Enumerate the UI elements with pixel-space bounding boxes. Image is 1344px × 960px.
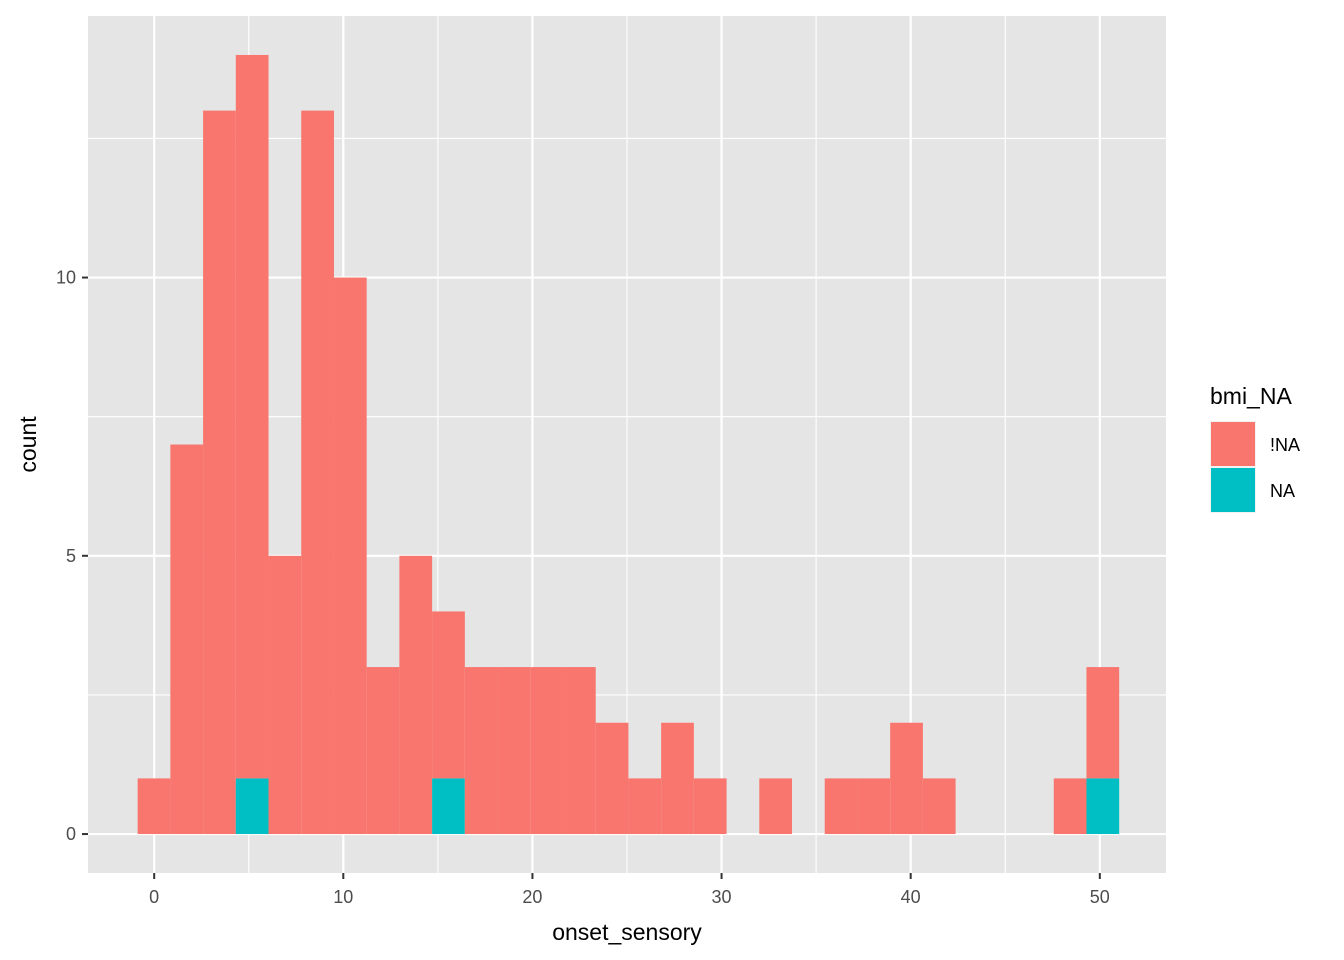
x-tick-label: 40: [901, 887, 921, 907]
bar-not-na: [399, 555, 433, 835]
bar-not-na: [268, 555, 302, 835]
legend: bmi_NA !NA NA: [1210, 383, 1300, 513]
bar-not-na: [595, 722, 629, 835]
bar-not-na: [857, 778, 891, 835]
x-tick-label: 0: [149, 887, 159, 907]
y-axis: 0 5 10: [56, 268, 88, 844]
x-axis-title: onset_sensory: [552, 919, 702, 945]
bar-not-na: [562, 667, 596, 835]
x-tick-label: 20: [522, 887, 542, 907]
legend-label: NA: [1270, 481, 1295, 501]
bar-na: [235, 778, 269, 835]
bar-not-na: [922, 778, 956, 835]
bar-not-na: [693, 778, 727, 835]
bar-not-na: [432, 611, 465, 779]
bar-not-na: [628, 778, 662, 835]
y-tick-label: 5: [66, 546, 76, 566]
bar-na: [1086, 778, 1120, 835]
histogram-bars: [137, 54, 1120, 835]
bar-not-na: [890, 722, 923, 835]
bar-not-na: [464, 667, 498, 835]
legend-label: !NA: [1270, 435, 1300, 455]
bar-not-na: [333, 277, 367, 835]
bar-not-na: [170, 444, 204, 835]
bar-na: [432, 778, 465, 835]
bar-not-na: [661, 722, 694, 835]
y-axis-title: count: [15, 416, 41, 473]
y-tick-label: 0: [66, 824, 76, 844]
bar-not-na: [301, 110, 334, 835]
x-tick-label: 30: [712, 887, 732, 907]
bar-not-na: [824, 778, 858, 835]
bar-not-na: [1053, 778, 1087, 835]
bar-not-na: [530, 667, 563, 835]
bar-not-na: [235, 54, 269, 779]
legend-key-swatch: [1211, 468, 1255, 512]
bar-not-na: [1086, 667, 1120, 779]
legend-title: bmi_NA: [1210, 383, 1292, 409]
bar-not-na: [759, 778, 793, 835]
bar-not-na: [203, 110, 236, 835]
x-axis: 0 10 20 30 40 50: [149, 873, 1110, 907]
x-tick-label: 50: [1090, 887, 1110, 907]
bar-not-na: [497, 667, 531, 835]
x-tick-label: 10: [333, 887, 353, 907]
bar-not-na: [137, 778, 171, 835]
bar-not-na: [366, 667, 400, 835]
y-tick-label: 10: [56, 268, 76, 288]
legend-key-swatch: [1211, 422, 1255, 466]
